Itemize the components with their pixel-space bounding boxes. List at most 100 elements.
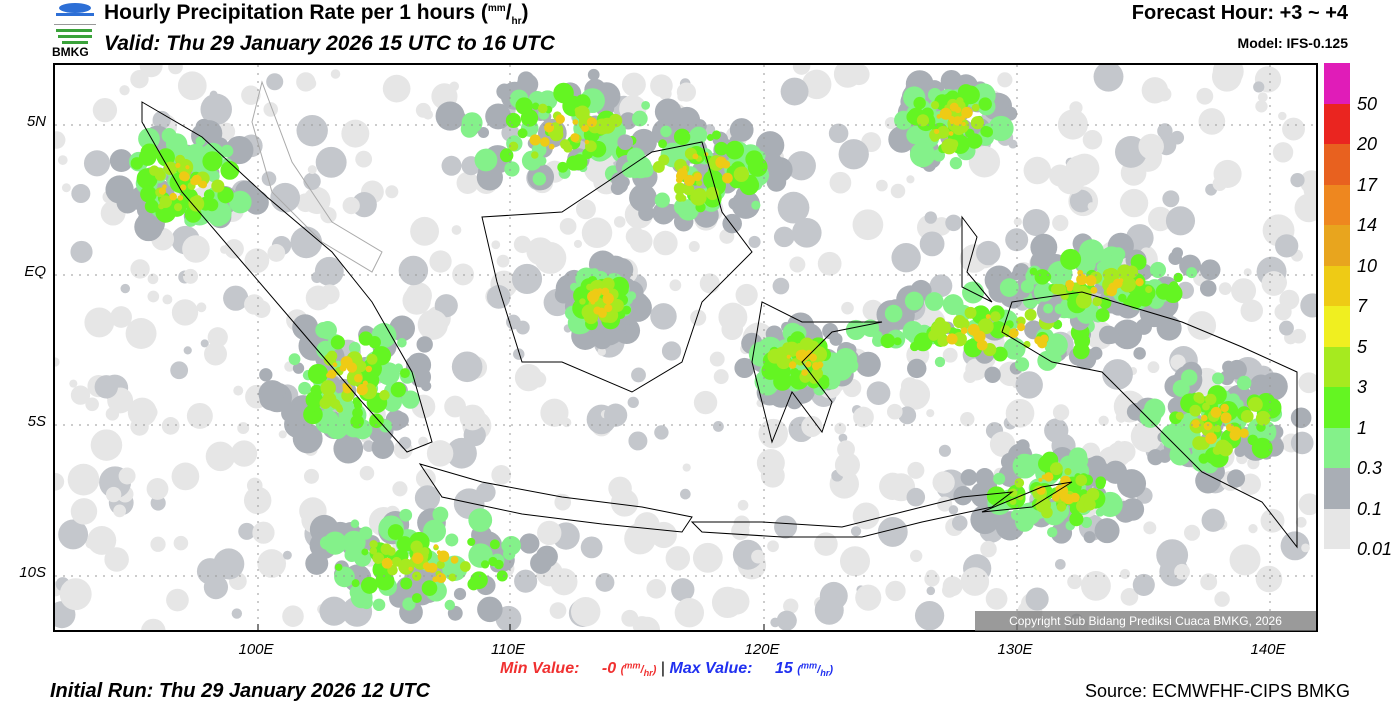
precip-cell [361,548,369,556]
precip-cell [1274,303,1292,321]
precip-cell [1290,407,1312,429]
precip-cell [402,597,416,611]
precip-cell [530,552,552,574]
precip-cell [993,472,1006,485]
precip-cell [382,74,411,103]
precip-cell [641,100,651,110]
precip-cell [177,71,207,101]
precip-cell [532,102,540,110]
precip-cell [932,471,955,494]
precip-cell [441,155,462,176]
precip-cell [70,385,91,405]
precip-cell [763,152,783,172]
precip-cell [1013,217,1022,226]
precip-cell [1052,404,1070,421]
precip-cell [366,353,378,365]
precip-cell [365,365,373,373]
precip-cell [159,195,172,208]
precip-cell [379,389,390,401]
precip-cell [444,599,456,611]
precip-cell [570,596,601,627]
precip-cell [485,103,512,130]
precip-cell [1008,328,1019,338]
precip-cell [598,309,607,318]
precip-cell [400,577,413,590]
precip-cell [853,406,874,428]
precip-cell [1069,101,1083,115]
precip-cell [799,337,815,353]
precip-cell [1298,493,1316,516]
precip-cell [390,382,406,398]
precip-cell [348,341,361,354]
precip-cell [988,115,1014,142]
precip-cell [238,522,256,540]
precip-cell [1030,233,1058,261]
precip-cell [162,184,167,189]
precip-cell [1092,296,1102,307]
precip-cell [1118,293,1127,303]
precip-cell [617,134,634,151]
precip-cell [315,321,332,339]
precip-cell [1065,279,1075,289]
precip-cell [171,299,199,326]
precip-cell [220,245,229,254]
precip-cell [942,582,957,598]
precip-cell [1193,392,1205,403]
precip-cell [323,353,336,366]
precip-cell [69,379,78,388]
precip-cell [342,530,366,555]
precip-cell [125,318,157,349]
precip-cell [415,468,436,489]
legend-swatch [1324,306,1350,347]
precip-cell [1282,117,1305,141]
precip-cell [423,519,447,543]
precip-cell [158,167,164,174]
precip-cell [1024,308,1037,321]
precip-cell [1192,436,1207,450]
precip-cell [356,384,368,396]
precip-cell [354,374,363,383]
precip-cell [1147,361,1160,374]
precip-cell [960,327,968,334]
precip-cell [688,241,700,253]
precip-cell [1020,279,1034,294]
precip-cell [1278,111,1287,121]
precip-cell [673,198,691,216]
precip-cell [733,197,748,212]
precip-cell [244,294,265,315]
precip-cell [468,508,493,533]
precip-cell [845,319,867,340]
precip-cell [1130,420,1163,453]
precip-cell [693,390,718,415]
precip-cell [970,116,984,130]
precip-cell [940,69,963,92]
precip-cell [1089,346,1103,360]
precip-cell [976,571,987,582]
precip-cell [1191,419,1200,428]
precip-cell [67,463,100,496]
precip-cell [1286,539,1299,552]
precip-cell [1040,271,1052,282]
precip-cell [907,358,927,379]
precip-cell [971,103,980,112]
precip-cell [147,290,160,303]
precip-cell [412,552,424,564]
precip-cell [1157,449,1172,463]
precip-cell [1016,323,1026,332]
precip-cell [1082,129,1103,150]
precip-cell [747,156,768,177]
precip-cell [149,165,160,176]
precip-cell [1056,165,1086,195]
precip-cell [953,315,967,329]
precip-cell [113,504,127,518]
precip-cell [266,73,284,91]
precip-cell [1052,214,1069,232]
precip-cell [572,119,579,125]
precip-cell [61,183,71,193]
precip-cell [729,118,754,142]
precip-cell [332,362,338,368]
precip-cell [381,557,393,569]
precip-cell [119,85,130,96]
precip-cell [58,519,89,550]
precip-cell [200,339,209,348]
